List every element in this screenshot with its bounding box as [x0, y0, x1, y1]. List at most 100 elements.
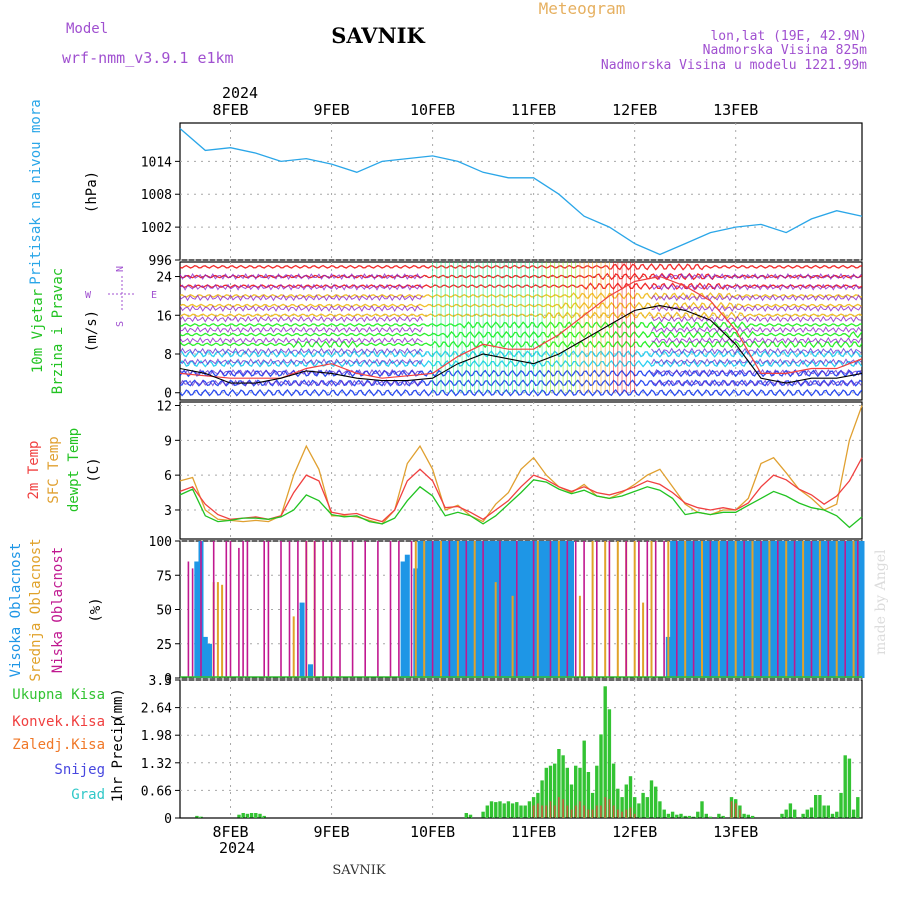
precip-conv-bar: [600, 805, 602, 818]
precip-total-bar: [494, 802, 498, 818]
cloud-low-bar: [777, 541, 779, 678]
cloud-high-bar: [505, 541, 511, 678]
clouds-y-tick-label: 0: [164, 672, 172, 687]
time-label-top: 10FEB: [410, 101, 455, 119]
cloud-high-bar: [804, 541, 810, 678]
cloud-mid-bar: [751, 541, 754, 678]
temperature-y-tick-label: 6: [164, 469, 172, 484]
temperature-panel: 3 6 9 12 2m Temp SFC Temp dewpt Temp (C): [26, 399, 863, 540]
precip-total-bar: [199, 816, 203, 818]
precip-total-bar: [569, 784, 574, 818]
precip-total-bar: [464, 813, 468, 818]
cloud-low-bar: [431, 541, 434, 678]
cloud-low-bar: [625, 541, 627, 678]
cloud-mid-bar: [414, 541, 417, 678]
precip-legend-4: Grad: [71, 787, 105, 803]
temperature-frame: [179, 401, 863, 540]
wind-direction-band: [180, 272, 423, 281]
model-label: Model: [66, 21, 108, 37]
cloud-high-bar: [442, 541, 448, 678]
precip-conv-bar: [621, 811, 623, 818]
precip-total-bar: [687, 815, 692, 818]
precip-ylabel: 1hr Precip: [110, 718, 126, 802]
cloud-low-bar: [339, 541, 341, 678]
precip-conv-bar: [595, 805, 598, 818]
precip-total-bar: [822, 805, 826, 818]
precip-total-bar: [603, 686, 607, 818]
cloud-high-bar: [417, 541, 423, 678]
cloud-low-bar: [389, 541, 392, 678]
cloud-low-ylabel: Niska Oblacnost: [50, 547, 66, 673]
precip-total-bar: [746, 814, 750, 818]
location-text: lon,lat (19E, 42.9N): [710, 29, 867, 44]
cloud-high-bar: [779, 541, 785, 678]
cloud-mid-bar: [423, 541, 426, 678]
cloud-low-bar: [238, 547, 240, 678]
precip-total-bar: [510, 803, 515, 818]
precip-conv-bar: [730, 801, 733, 818]
cloud-low-bar: [288, 541, 291, 678]
cloud-mid-ylabel: Srednja Oblacnost: [28, 538, 44, 681]
cloud-mid-bar: [616, 541, 619, 678]
precip-unit-label: (mm): [110, 688, 126, 722]
precip-total-bar: [553, 763, 557, 818]
precip-conv-bar: [545, 805, 548, 818]
cloud-high-bar: [543, 541, 549, 678]
cloud-mid-bar: [802, 541, 805, 678]
cloud-high-bar: [434, 541, 440, 678]
wind-direction-band: [651, 304, 862, 313]
wind-direction-band: [651, 379, 862, 387]
wind-compass-rose: N S W E: [85, 266, 157, 327]
cloud-low-bar: [663, 541, 665, 678]
cloud-low-bar: [187, 561, 190, 678]
cloud-mid-bar: [456, 541, 459, 678]
cloud-high-bar: [400, 561, 406, 678]
precip-total-bar: [611, 763, 616, 818]
precip-total-bar: [498, 801, 502, 818]
precip-total-bar: [590, 792, 595, 818]
precip-total-bar: [515, 802, 519, 818]
cloud-low-bar: [212, 541, 215, 678]
cloud-low-bar: [566, 541, 569, 678]
cloud-high-bar: [821, 541, 827, 678]
wind-ylabel-2: Brzina i Pravac: [50, 268, 66, 394]
cloud-low-bar: [305, 541, 308, 678]
cloud-high-bar: [404, 554, 410, 678]
precip-conv-bar: [608, 799, 611, 818]
precip-total-bar: [742, 813, 746, 818]
cloud-high-bar: [526, 541, 532, 678]
precip-conv-bar: [537, 803, 539, 818]
cloud-high-bar: [560, 541, 566, 678]
cloud-low-bar: [743, 541, 745, 678]
precip-conv-bar: [734, 803, 737, 818]
cloud-low-bar: [448, 541, 451, 678]
pressure-ylabel: Pritisak na nivou mora: [28, 99, 44, 284]
cloud-mid-bar: [701, 541, 703, 678]
wind-direction-band: [651, 326, 862, 334]
precip-total-bar: [254, 813, 258, 818]
precip-total-bar: [628, 776, 633, 818]
precip-total-bar: [856, 797, 860, 818]
cloud-mid-bar: [717, 541, 720, 678]
precip-total-bar: [616, 788, 620, 818]
precip-total-bar: [245, 813, 250, 818]
time-label-top: 8FEB: [212, 101, 248, 119]
precip-conv-bar: [570, 809, 573, 818]
wind-direction-band: [651, 294, 862, 302]
cloud-high-bar: [459, 541, 465, 678]
precip-total-bar: [540, 780, 544, 818]
cloud-low-bar: [810, 541, 813, 678]
cloud-high-bar: [202, 636, 208, 678]
precip-conv-bar: [553, 805, 556, 818]
precip-total-bar: [805, 809, 809, 818]
cloud-mid-bar: [684, 541, 687, 678]
time-label-bottom: 11FEB: [511, 823, 556, 841]
cloud-low-bar: [200, 541, 202, 678]
precip-total-bar: [708, 816, 713, 818]
cloud-high-bar: [522, 541, 528, 678]
wind-direction-band: [651, 315, 862, 323]
cloud-low-bar: [280, 541, 282, 678]
precip-conv-bar: [591, 809, 594, 818]
cloud-high-bar: [745, 541, 751, 678]
precip-total-bar: [818, 795, 822, 818]
